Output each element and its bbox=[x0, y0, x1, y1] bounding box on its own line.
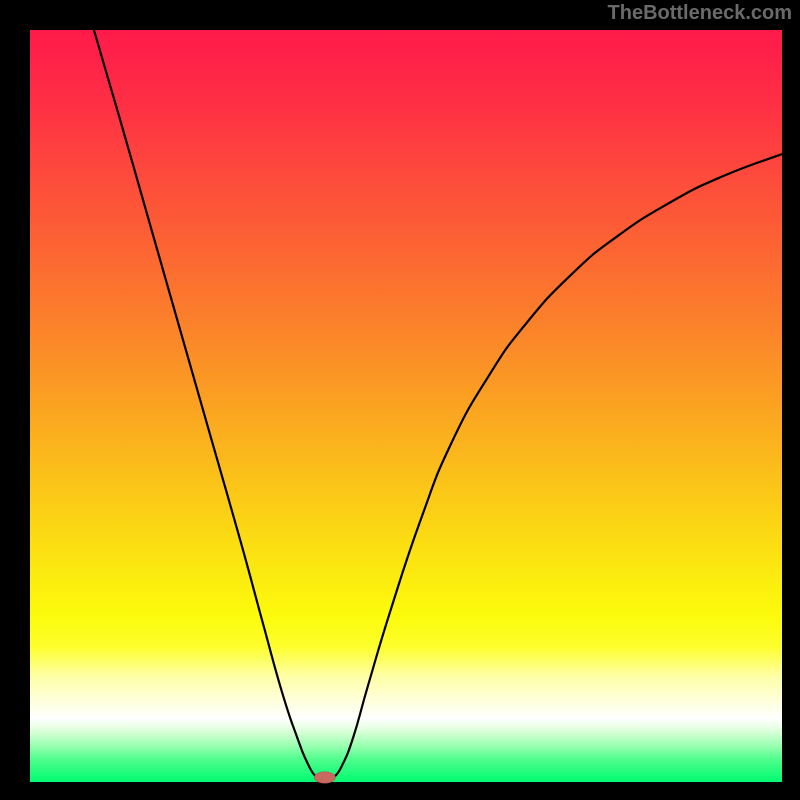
bottleneck-curve-chart bbox=[0, 0, 800, 800]
chart-container: TheBottleneck.com bbox=[0, 0, 800, 800]
optimal-point-marker bbox=[314, 772, 335, 783]
watermark-text: TheBottleneck.com bbox=[608, 2, 792, 25]
